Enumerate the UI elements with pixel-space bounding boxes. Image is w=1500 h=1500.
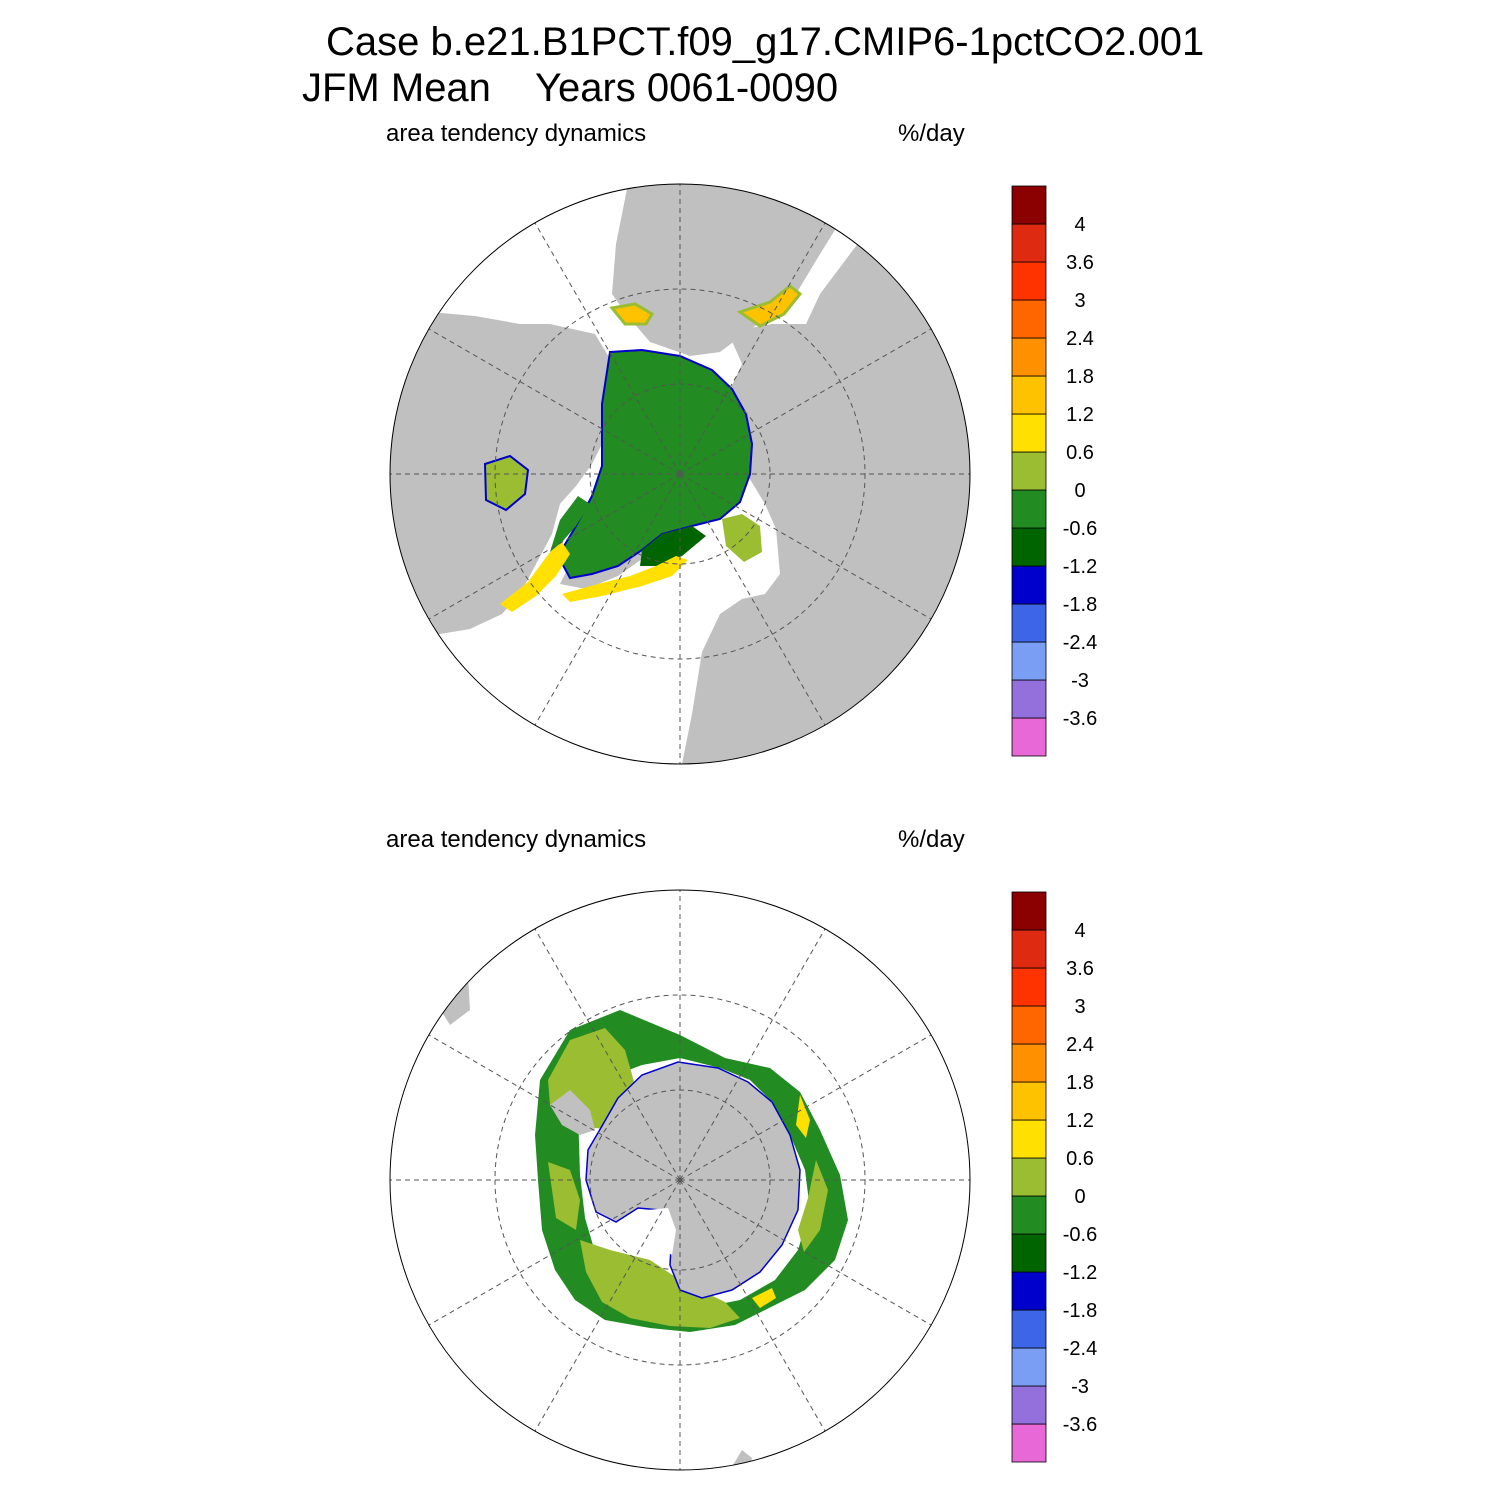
panel2-variable-label: area tendency dynamics xyxy=(386,826,647,853)
colorbar-box xyxy=(1011,929,1047,969)
colorbar-tick-label: -3.6 xyxy=(1063,1414,1097,1436)
colorbar-tick-label: -3 xyxy=(1071,670,1089,692)
colorbar-tick-label: 2.4 xyxy=(1066,328,1094,350)
colorbar-tick-label: 4 xyxy=(1074,214,1085,236)
season-label: JFM Mean xyxy=(302,66,491,110)
colorbar-box xyxy=(1011,1195,1047,1235)
colorbar-tick-label: 3 xyxy=(1074,290,1085,312)
amery-positive xyxy=(752,1288,776,1308)
colorbar-box xyxy=(1011,413,1047,453)
ross-sea-field xyxy=(580,1240,740,1328)
south-colorbar-boxes xyxy=(1011,891,1047,1463)
colorbar-tick-label: -1.2 xyxy=(1063,556,1097,578)
baffin-bay-field xyxy=(550,496,590,552)
colorbar-box xyxy=(1011,1005,1047,1045)
colorbar-box xyxy=(1011,1119,1047,1159)
greenland-sea-field xyxy=(562,556,688,602)
colorbar-tick-label: 1.8 xyxy=(1066,366,1094,388)
case-title: Case b.e21.B1PCT.f09_g17.CMIP6-1pctCO2.0… xyxy=(326,20,1205,64)
south-graticule xyxy=(390,890,970,1470)
colorbar-tick-label: 1.2 xyxy=(1066,1110,1094,1132)
colorbar-tick-label: -2.4 xyxy=(1063,632,1097,654)
ross-ice-shelf-water xyxy=(646,1208,676,1255)
north-graticule xyxy=(390,184,970,764)
colorbar-tick-label: 1.8 xyxy=(1066,1072,1094,1094)
svalbard xyxy=(775,514,794,538)
north-polar-map xyxy=(389,183,971,765)
south-polar-map xyxy=(389,889,971,1471)
colorbar-box xyxy=(1011,1043,1047,1083)
hudson-bay-field xyxy=(483,454,530,512)
north-field xyxy=(483,284,803,612)
colorbar-box xyxy=(1011,717,1047,757)
colorbar-tick-label: -1.8 xyxy=(1063,1300,1097,1322)
colorbar-box xyxy=(1011,1233,1047,1273)
alaska-chukotka xyxy=(612,184,850,356)
colorbar-tick-label: 4 xyxy=(1074,920,1085,942)
colorbar-tick-label: -0.6 xyxy=(1063,1224,1097,1246)
panel1-variable-label: area tendency dynamics xyxy=(386,120,647,147)
colorbar-box xyxy=(1011,489,1047,529)
colorbar-box xyxy=(1011,527,1047,567)
colorbar-box xyxy=(1011,1081,1047,1121)
barents-sea-field xyxy=(722,514,762,562)
panel1-unit-label: %/day xyxy=(898,120,965,147)
colorbar-tick-label: 3.6 xyxy=(1066,252,1094,274)
colorbar-box xyxy=(1011,1271,1047,1311)
indian-sector-margin xyxy=(798,1160,828,1252)
colorbar-box xyxy=(1011,641,1047,681)
colorbar-tick-label: -3 xyxy=(1071,1376,1089,1398)
colorbar-tick-label: -0.6 xyxy=(1063,518,1097,540)
colorbar-box xyxy=(1011,223,1047,263)
antarctic-peninsula xyxy=(550,1090,595,1135)
colorbar-box xyxy=(1011,603,1047,643)
colorbar-tick-label: 2.4 xyxy=(1066,1034,1094,1056)
north-colorbar-boxes xyxy=(1011,185,1047,757)
colorbar-box xyxy=(1011,375,1047,415)
colorbar-box xyxy=(1011,261,1047,301)
colorbar-tick-label: -1.8 xyxy=(1063,594,1097,616)
okhotsk-sea-field xyxy=(736,284,803,328)
colorbar-tick-label: 0.6 xyxy=(1066,1148,1094,1170)
south-map-border xyxy=(389,889,971,1471)
south-colorbar-labels: -3.6 -3 -2.4 -1.8 -1.2 -0.6 0 0.6 1.2 1.8 2.4 3 3.6 4 xyxy=(1063,920,1097,1436)
years-label: Years 0061-0090 xyxy=(534,66,839,110)
colorbar-box xyxy=(1011,967,1047,1007)
north-colorbar-labels: -3.6 -3 -2.4 -1.8 -1.2 -0.6 0 0.6 1.2 1.8 2.4 3 3.6 4 xyxy=(1063,214,1097,730)
panel2-unit-label: %/day xyxy=(898,826,965,853)
colorbar-tick-label: 1.2 xyxy=(1066,404,1094,426)
colorbar-box xyxy=(1011,185,1047,225)
colorbar-tick-label: 3 xyxy=(1074,996,1085,1018)
colorbar-box xyxy=(1011,1385,1047,1425)
eurasia-landmass xyxy=(680,184,970,764)
west-pacific-field xyxy=(548,1162,580,1230)
arctic-strong-loss xyxy=(640,526,706,566)
colorbar-tick-label: -1.2 xyxy=(1063,1262,1097,1284)
colorbar-box xyxy=(1011,299,1047,339)
colorbar-box xyxy=(1011,1423,1047,1463)
colorbar-box xyxy=(1011,337,1047,377)
colorbar-tick-label: 3.6 xyxy=(1066,958,1094,980)
labrador-sea-field xyxy=(500,542,570,612)
colorbar-tick-label: -3.6 xyxy=(1063,708,1097,730)
north-colorbar: -3.6 -3 -2.4 -1.8 -1.2 -0.6 0 0.6 1.2 1.8 2.4 3 3.6 4 xyxy=(1011,185,1097,757)
colorbar-tick-label: 0.6 xyxy=(1066,442,1094,464)
colorbar-tick-label: -2.4 xyxy=(1063,1338,1097,1360)
colorbar-box xyxy=(1011,891,1047,931)
colorbar-tick-label: 0 xyxy=(1074,1186,1085,1208)
colorbar-box xyxy=(1011,679,1047,719)
colorbar-box xyxy=(1011,451,1047,491)
east-antarctic-positive xyxy=(796,1095,810,1138)
south-america-tip xyxy=(410,940,470,1025)
colorbar-tick-label: 0 xyxy=(1074,480,1085,502)
south-colorbar: -3.6 -3 -2.4 -1.8 -1.2 -0.6 0 0.6 1.2 1.8 2.4 3 3.6 4 xyxy=(1011,891,1097,1463)
period-title: JFM Mean Years 0061-0090 xyxy=(302,66,838,110)
colorbar-box xyxy=(1011,565,1047,605)
colorbar-box xyxy=(1011,1347,1047,1387)
colorbar-box xyxy=(1011,1157,1047,1197)
north-map-border xyxy=(389,183,971,765)
colorbar-box xyxy=(1011,1309,1047,1349)
southern-ocean-ring xyxy=(535,1010,848,1332)
bering-sea-field xyxy=(609,302,655,326)
